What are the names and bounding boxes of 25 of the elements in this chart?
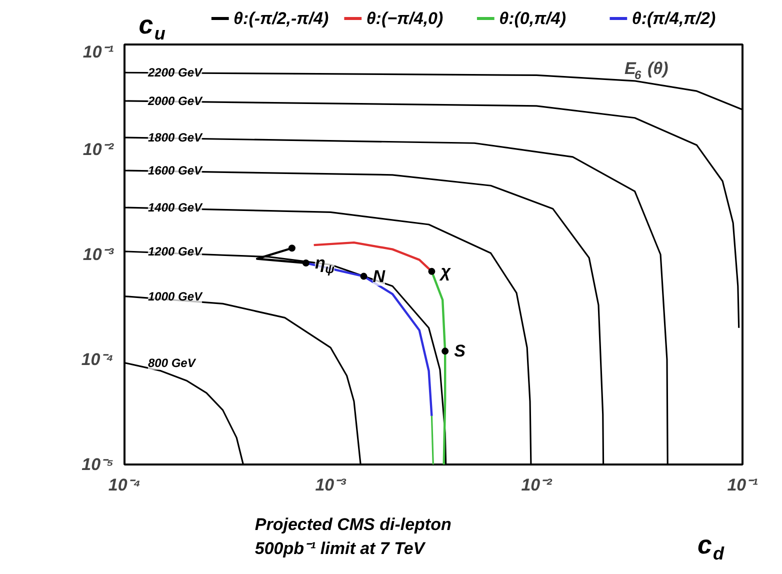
annotation: 2200 GeV <box>146 66 204 80</box>
annotation: N <box>372 266 386 286</box>
y-tick-label: 10⁻⁵ <box>82 455 114 474</box>
annotation: χ <box>438 262 452 281</box>
legend-label: θ:(0,π/4) <box>499 9 566 28</box>
legend-label: θ:(−π/4,0) <box>366 9 444 28</box>
legend-label: θ:(-π/2,-π/4) <box>234 9 329 28</box>
annotation: S <box>454 342 466 361</box>
annotation: 800 GeV <box>148 356 196 370</box>
annotation: 1600 GeV <box>148 164 204 178</box>
annotation: 1400 GeV <box>148 200 204 215</box>
y-tick-label: 10⁻¹ <box>82 42 114 62</box>
annotation: 2000 GeV <box>146 94 204 108</box>
y-tick-label: 10⁻² <box>82 140 115 159</box>
y-tick-label: 10⁻³ <box>82 245 115 264</box>
annotation: 1000 GeV <box>148 289 204 304</box>
x-tick-label: 10⁻¹ <box>727 476 758 494</box>
legend-label: θ:(π/4,π/2) <box>632 9 716 28</box>
x-tick-label: 10⁻⁴ <box>108 476 141 494</box>
annotation: 1200 GeV <box>148 244 204 258</box>
x-tick-label: 10⁻³ <box>315 476 348 494</box>
y-tick-label: 10⁻⁴ <box>81 350 114 369</box>
annotation: 1800 GeV <box>148 130 204 145</box>
text: Projected CMS di-lepton 500pb⁻¹ limit at 7 TeV <box>254 515 452 558</box>
x-tick-label: 10⁻² <box>521 476 554 494</box>
